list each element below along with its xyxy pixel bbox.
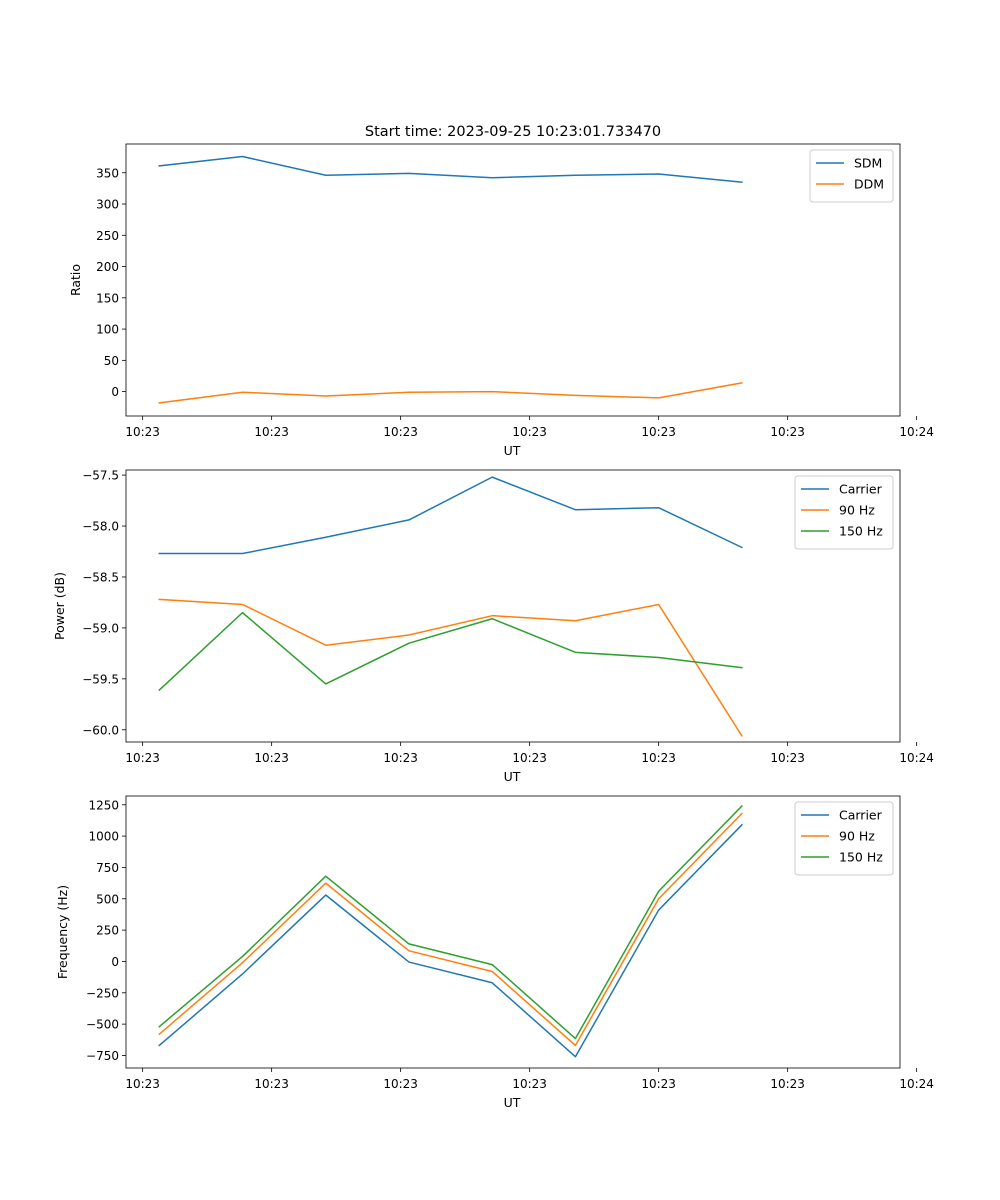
y-tick-label: −250 bbox=[86, 986, 119, 1000]
x-tick-label: 10:24 bbox=[899, 751, 934, 765]
series-line-90-hz bbox=[158, 812, 743, 1047]
legend-label: Carrier bbox=[839, 808, 883, 823]
subplot-2: 10:23 10:23 10:23 10:23 10:23 10:23 10:24 −60.0… bbox=[52, 469, 934, 784]
x-tick-label: 10:23 bbox=[641, 751, 676, 765]
y-tick-label: −500 bbox=[86, 1018, 119, 1032]
x-axis-label: UT bbox=[504, 1095, 521, 1110]
legend: SDM DDM bbox=[809, 149, 894, 203]
legend-label: DDM bbox=[854, 177, 884, 192]
y-tick-label: −60.0 bbox=[82, 723, 119, 737]
y-tick-label: 250 bbox=[96, 229, 119, 243]
x-tick-label: 10:23 bbox=[125, 1077, 160, 1091]
legend: Carrier 90 Hz 150 Hz bbox=[794, 475, 894, 550]
x-tick-label: 10:23 bbox=[254, 1077, 289, 1091]
x-tick-label: 10:23 bbox=[383, 751, 418, 765]
axes-frame bbox=[125, 469, 901, 743]
x-tick-label: 10:24 bbox=[899, 1077, 934, 1091]
x-tick-label: 10:23 bbox=[125, 751, 160, 765]
x-axis-label: UT bbox=[504, 769, 521, 784]
x-tick-label: 10:23 bbox=[770, 1077, 805, 1091]
y-axis-label: Frequency (Hz) bbox=[55, 885, 70, 979]
y-tick-label: 350 bbox=[96, 166, 119, 180]
legend-label: 150 Hz bbox=[839, 850, 883, 865]
legend: Carrier 90 Hz 150 Hz bbox=[794, 801, 894, 876]
x-tick-label: 10:23 bbox=[383, 1077, 418, 1091]
subplot-1: Start time: 2023-09-25 10:23:01.733470 10… bbox=[68, 124, 934, 458]
legend-label: 150 Hz bbox=[839, 524, 883, 539]
series-line-ddm bbox=[158, 381, 743, 404]
y-tick-label: 100 bbox=[96, 323, 119, 337]
x-tick-label: 10:23 bbox=[254, 751, 289, 765]
y-tick-label: 250 bbox=[96, 924, 119, 938]
y-tick-label: −750 bbox=[86, 1049, 119, 1063]
y-tick-label: 0 bbox=[111, 955, 119, 969]
axes-frame bbox=[125, 795, 901, 1069]
series-line-carrier bbox=[158, 476, 743, 555]
series-line-90-hz bbox=[158, 598, 743, 737]
x-tick-label: 10:23 bbox=[512, 1077, 547, 1091]
x-tick-label: 10:23 bbox=[770, 751, 805, 765]
legend-label: SDM bbox=[854, 156, 882, 171]
y-tick-label: 750 bbox=[96, 861, 119, 875]
y-tick-label: 150 bbox=[96, 291, 119, 305]
y-tick-label: −58.5 bbox=[82, 570, 119, 584]
y-tick-label: 300 bbox=[96, 198, 119, 212]
x-axis-label: UT bbox=[504, 443, 521, 458]
x-tick-label: 10:23 bbox=[254, 425, 289, 439]
series-line-sdm bbox=[158, 155, 743, 183]
y-tick-label: 1250 bbox=[88, 798, 119, 812]
y-tick-label: −58.0 bbox=[82, 520, 119, 534]
x-tick-label: 10:24 bbox=[899, 425, 934, 439]
y-tick-label: −59.5 bbox=[82, 672, 119, 686]
y-tick-label: 0 bbox=[111, 385, 119, 399]
y-tick-label: −59.0 bbox=[82, 621, 119, 635]
x-tick-label: 10:23 bbox=[512, 751, 547, 765]
x-tick-label: 10:23 bbox=[770, 425, 805, 439]
legend-label: Carrier bbox=[839, 482, 883, 497]
y-tick-label: 200 bbox=[96, 260, 119, 274]
legend-label: 90 Hz bbox=[839, 503, 875, 518]
axes-frame bbox=[125, 143, 901, 417]
x-tick-label: 10:23 bbox=[641, 425, 676, 439]
series-line-carrier bbox=[158, 823, 743, 1058]
y-axis-label: Power (dB) bbox=[52, 572, 67, 640]
y-tick-label: −57.5 bbox=[82, 469, 119, 483]
series-line-150-hz bbox=[158, 611, 743, 692]
x-tick-label: 10:23 bbox=[512, 425, 547, 439]
x-tick-label: 10:23 bbox=[383, 425, 418, 439]
x-tick-label: 10:23 bbox=[125, 425, 160, 439]
chart-title: Start time: 2023-09-25 10:23:01.733470 bbox=[365, 124, 661, 140]
y-axis-label: Ratio bbox=[68, 264, 83, 296]
x-tick-label: 10:23 bbox=[641, 1077, 676, 1091]
legend-label: 90 Hz bbox=[839, 829, 875, 844]
y-tick-label: 500 bbox=[96, 892, 119, 906]
y-tick-label: 1000 bbox=[88, 830, 119, 844]
subplot-3: 10:23 10:23 10:23 10:23 10:23 10:23 10:24 −750 −… bbox=[55, 795, 934, 1110]
y-tick-label: 50 bbox=[104, 354, 119, 368]
series-line-150-hz bbox=[158, 804, 743, 1040]
